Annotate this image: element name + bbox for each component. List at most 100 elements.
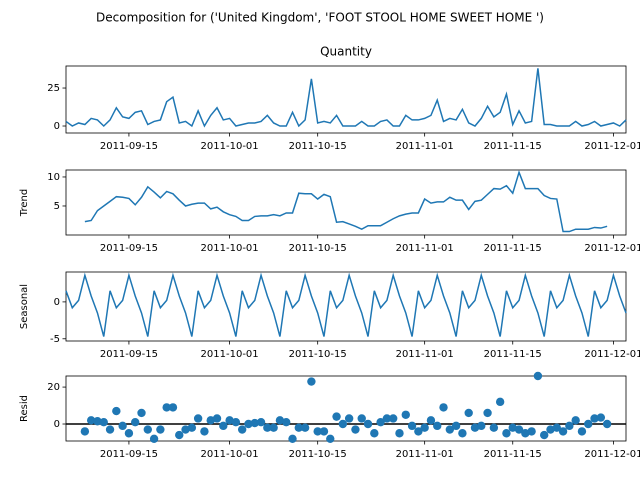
resid-point <box>187 423 197 432</box>
resid-point <box>118 421 127 431</box>
series-line <box>65 68 627 128</box>
axes-title: Quantity <box>320 45 372 59</box>
axes-frame <box>65 271 627 342</box>
resid-point <box>363 419 373 429</box>
y-tick-label: -5 <box>50 334 60 345</box>
resid-point <box>382 414 392 423</box>
x-tick-label: 2011-10-01 <box>201 243 259 254</box>
resid-point <box>370 429 379 438</box>
x-tick-label: 2011-10-01 <box>201 141 259 152</box>
resid-point <box>533 371 543 381</box>
resid-point <box>414 427 423 436</box>
resid-point <box>137 408 146 418</box>
resid-point <box>344 414 354 423</box>
resid-point <box>168 403 178 412</box>
resid-point <box>395 429 404 438</box>
y-tick-label: 5 <box>54 201 60 212</box>
resid-point <box>244 419 253 429</box>
resid-point <box>552 423 561 432</box>
resid-point <box>200 427 209 436</box>
resid-point <box>420 423 429 432</box>
resid-point <box>219 421 228 431</box>
resid-point <box>477 421 486 431</box>
resid-point <box>86 416 96 425</box>
y-tick-label: 10 <box>47 172 60 183</box>
resid-point <box>131 417 140 427</box>
figure-title: Decomposition for ('United Kingdom', 'FO… <box>96 11 544 25</box>
x-tick-label: 2011-11-01 <box>396 141 454 152</box>
resid-point <box>80 427 90 436</box>
resid-point <box>590 414 599 423</box>
series-line <box>84 170 608 233</box>
x-tick-label: 2011-09-15 <box>100 243 158 254</box>
resid-point <box>439 403 448 412</box>
y-axis-label: Trend <box>19 189 30 217</box>
y-tick-label: 25 <box>47 83 60 94</box>
resid-point <box>124 429 134 438</box>
axes-frame <box>65 65 627 134</box>
y-tick-label: 20 <box>47 382 60 393</box>
resid-point <box>565 421 574 431</box>
x-tick-label: 2011-11-01 <box>396 449 454 460</box>
resid-point <box>357 414 366 423</box>
x-tick-label: 2011-11-15 <box>484 141 542 152</box>
resid-point <box>602 419 612 429</box>
resid-point <box>489 423 499 432</box>
x-tick-label: 2011-11-15 <box>484 349 542 360</box>
resid-point <box>584 419 593 429</box>
resid-point <box>571 416 580 425</box>
resid-point <box>149 434 159 443</box>
axes-frame <box>65 375 627 442</box>
resid-point <box>495 397 505 407</box>
x-tick-label: 2011-12-01 <box>584 141 640 152</box>
x-tick-label: 2011-12-01 <box>584 449 640 460</box>
x-tick-label: 2011-12-01 <box>584 243 640 254</box>
resid-point <box>577 427 587 436</box>
x-tick-label: 2011-11-15 <box>484 449 542 460</box>
resid-point <box>105 425 115 434</box>
resid-point <box>351 425 360 434</box>
resid-point <box>313 427 322 436</box>
resid-point <box>558 427 568 436</box>
resid-point <box>112 406 121 416</box>
resid-point <box>319 427 329 436</box>
x-tick-label: 2011-11-15 <box>484 243 542 254</box>
resid-point <box>288 434 297 443</box>
resid-point <box>212 414 222 423</box>
series-line <box>65 272 627 337</box>
resid-point <box>269 423 278 432</box>
resid-point <box>338 419 348 429</box>
resid-point <box>451 421 461 431</box>
x-tick-label: 2011-10-01 <box>201 349 259 360</box>
x-tick-label: 2011-09-15 <box>100 449 158 460</box>
resid-point <box>332 412 341 421</box>
resid-point <box>407 421 417 431</box>
resid-point <box>99 417 108 427</box>
y-tick-label: 0 <box>54 419 60 430</box>
resid-point <box>376 417 385 427</box>
resid-point <box>156 425 165 434</box>
resid-point <box>502 429 511 438</box>
axes-frame <box>65 169 627 236</box>
resid-point <box>388 414 398 423</box>
resid-point <box>326 434 335 443</box>
resid-point <box>464 408 473 418</box>
resid-point <box>143 425 152 434</box>
resid-point <box>401 410 410 419</box>
resid-point <box>231 417 241 427</box>
resid-point <box>256 417 266 427</box>
resid-point <box>458 429 467 438</box>
resid-point <box>162 403 171 412</box>
y-axis-label: Resid <box>19 395 30 422</box>
x-tick-label: 2011-11-01 <box>396 349 454 360</box>
resid-point <box>540 430 549 440</box>
x-tick-label: 2011-10-15 <box>289 349 347 360</box>
y-axis-label: Seasonal <box>19 284 30 329</box>
resid-point <box>433 421 442 431</box>
x-tick-label: 2011-09-15 <box>100 141 158 152</box>
resid-point <box>193 414 203 423</box>
resid-point <box>263 423 272 432</box>
y-tick-label: 0 <box>54 121 60 132</box>
resid-point <box>426 416 436 425</box>
